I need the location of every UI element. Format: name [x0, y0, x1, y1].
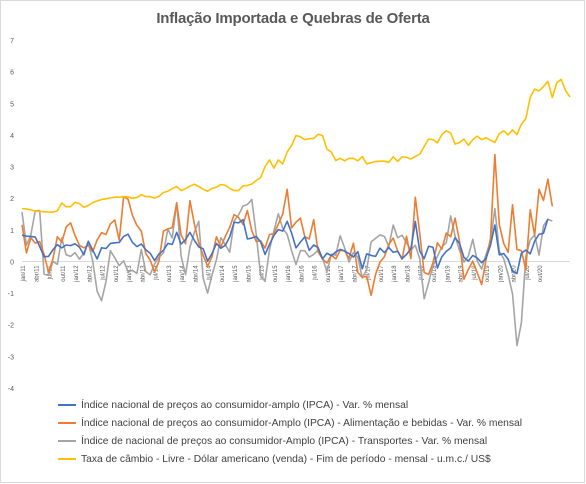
y-tick-label: 5 [10, 101, 14, 108]
x-tick-label: jan/11 [21, 265, 27, 283]
x-tick-label: out/14 [220, 265, 226, 282]
x-axis: jan/11 abr/11 jul/11 out/11 jan/12 abr/12 jul/… [21, 260, 570, 283]
series-lines [21, 78, 571, 347]
y-axis: -4 -3 -2 -1 0 1 2 3 4 5 6 7 [8, 38, 14, 393]
chart-title: Inflação Importada e Quebras de Oferta [156, 10, 430, 27]
x-tick-label: out/11 [61, 265, 67, 282]
x-tick-label: abr/16 [299, 265, 305, 283]
x-tick-label: out/13 [167, 265, 173, 282]
y-tick-label: -1 [8, 291, 14, 298]
x-tick-label: jul/12 [101, 265, 107, 281]
legend-swatch [58, 404, 76, 406]
x-tick-label: jan/18 [392, 265, 398, 283]
x-tick-label: jul/11 [48, 265, 54, 281]
x-tick-label: out/18 [432, 265, 438, 282]
legend-swatch [58, 458, 76, 460]
x-tick-label: jan/12 [74, 265, 80, 283]
x-tick-label: abr/19 [459, 265, 465, 283]
legend-label: Taxa de câmbio - Livre - Dólar americano… [81, 453, 491, 465]
x-tick-label: out/12 [114, 265, 120, 282]
x-tick-label: jul/17 [366, 265, 372, 281]
y-tick-label: -4 [8, 386, 14, 393]
y-tick-label: -3 [8, 354, 14, 361]
series-line-3 [21, 78, 571, 213]
x-tick-label: jan/16 [286, 265, 292, 283]
legend-swatch [58, 422, 76, 424]
x-tick-label: jan/14 [180, 265, 186, 283]
legend: Índice nacional de preços ao consumidor-… [58, 396, 578, 468]
series-line-2 [21, 198, 553, 347]
x-tick-label: out/20 [538, 265, 544, 282]
x-tick-label: abr/13 [140, 265, 146, 283]
series-line-1 [21, 153, 554, 297]
x-tick-label: out/17 [379, 265, 385, 282]
x-tick-label: abr/11 [34, 265, 40, 282]
series-line-0 [21, 218, 549, 275]
x-tick-label: abr/15 [246, 265, 252, 283]
legend-swatch [58, 440, 76, 442]
y-tick-label: 3 [10, 165, 14, 172]
y-tick-label: 2 [10, 196, 14, 203]
y-tick-label: 1 [10, 228, 14, 235]
y-tick-label: 4 [10, 133, 14, 140]
legend-label: Índice de nacional de preços ao consumid… [81, 435, 488, 447]
legend-item-2: Índice de nacional de preços ao consumid… [58, 432, 578, 450]
legend-item-1: Índice nacional de preços ao consumidor-… [58, 414, 578, 432]
y-tick-label: 0 [10, 259, 14, 266]
x-tick-label: jan/13 [127, 265, 133, 283]
y-tick-label: -2 [8, 323, 14, 330]
x-tick-label: jul/14 [207, 265, 213, 281]
x-tick-label: jul/19 [472, 265, 478, 281]
x-tick-label: jan/20 [498, 265, 504, 283]
x-tick-label: out/19 [485, 265, 491, 282]
x-tick-label: jul/20 [525, 265, 531, 281]
x-tick-label: out/16 [326, 265, 332, 282]
x-tick-label: abr/17 [352, 265, 358, 283]
x-tick-label: abr/12 [87, 265, 93, 283]
x-tick-label: jan/19 [445, 265, 451, 283]
x-tick-label: jan/17 [339, 265, 345, 283]
legend-label: Índice nacional de preços ao consumidor-… [81, 417, 523, 429]
x-tick-label: abr/20 [512, 265, 518, 283]
x-tick-label: out/15 [273, 265, 279, 282]
y-tick-label: 6 [10, 70, 14, 77]
legend-label: Índice nacional de preços ao consumidor-… [81, 399, 409, 411]
x-tick-label: abr/18 [405, 265, 411, 283]
x-tick-label: abr/14 [193, 265, 199, 283]
x-tick-label: jul/15 [260, 265, 266, 281]
x-tick-label: jul/16 [313, 265, 319, 281]
y-tick-label: 7 [10, 38, 14, 45]
legend-item-3: Taxa de câmbio - Livre - Dólar americano… [58, 450, 578, 468]
x-tick-label: jul/13 [154, 265, 160, 281]
x-tick-label: jan/15 [233, 265, 239, 283]
legend-item-0: Índice nacional de preços ao consumidor-… [58, 396, 578, 414]
